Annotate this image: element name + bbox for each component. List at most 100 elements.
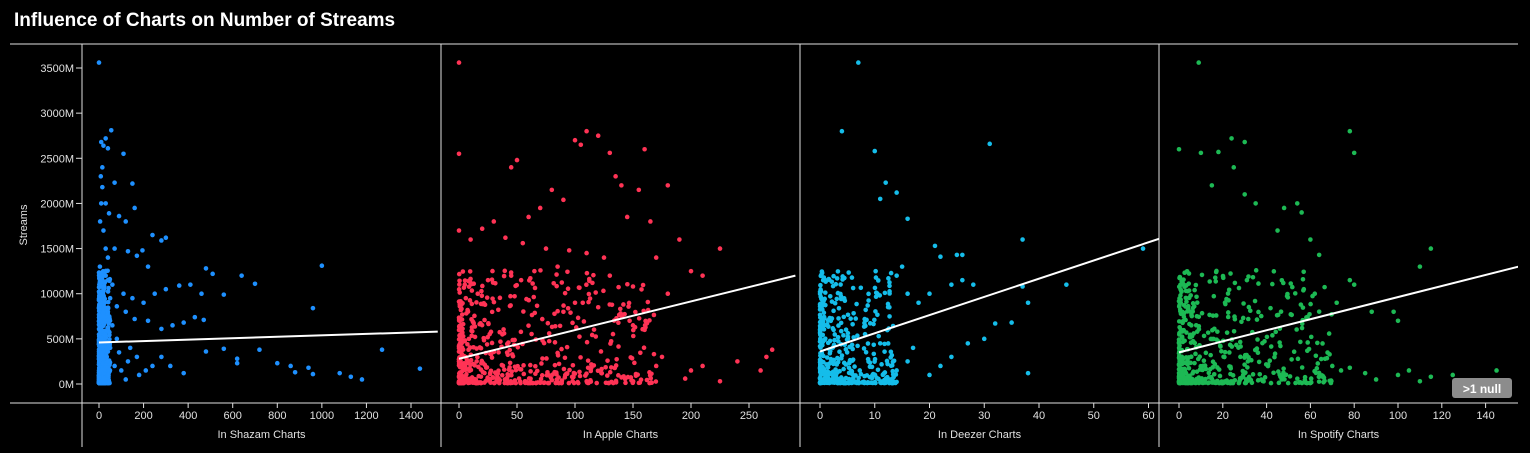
data-point bbox=[616, 344, 621, 349]
data-point bbox=[348, 374, 354, 380]
data-point bbox=[1302, 374, 1308, 380]
data-point bbox=[1209, 376, 1215, 382]
data-point bbox=[717, 246, 723, 251]
data-point bbox=[1196, 60, 1202, 65]
data-point bbox=[500, 363, 506, 369]
data-point bbox=[100, 313, 105, 319]
data-point bbox=[463, 295, 469, 301]
data-point bbox=[853, 316, 859, 321]
data-point bbox=[885, 304, 891, 310]
data-point bbox=[877, 341, 883, 346]
data-point bbox=[517, 366, 523, 372]
trend-line bbox=[819, 237, 1159, 353]
data-point bbox=[521, 363, 526, 368]
data-point bbox=[841, 366, 846, 372]
data-point bbox=[150, 363, 155, 369]
data-point bbox=[1183, 380, 1189, 386]
data-point bbox=[846, 270, 851, 275]
data-point bbox=[580, 300, 586, 306]
data-point bbox=[856, 60, 861, 65]
data-point bbox=[636, 380, 642, 386]
x-tick-label: 0 bbox=[817, 410, 823, 422]
data-point bbox=[882, 341, 887, 347]
data-point bbox=[831, 273, 836, 279]
data-point bbox=[858, 371, 864, 377]
y-tick-label: 3000M bbox=[40, 108, 74, 120]
data-point bbox=[1240, 368, 1246, 374]
data-point bbox=[1256, 281, 1261, 286]
data-point bbox=[110, 323, 115, 328]
x-tick-label: 100 bbox=[566, 410, 584, 422]
data-point bbox=[843, 375, 849, 381]
data-point bbox=[818, 350, 823, 356]
data-point bbox=[564, 344, 570, 350]
data-point bbox=[871, 321, 876, 327]
data-point bbox=[1232, 378, 1238, 383]
data-point bbox=[471, 345, 476, 350]
data-point bbox=[1240, 372, 1246, 378]
data-point bbox=[823, 302, 828, 308]
data-point bbox=[873, 268, 878, 274]
data-point bbox=[1334, 300, 1339, 306]
data-point bbox=[562, 290, 568, 296]
data-point bbox=[134, 354, 140, 360]
data-point bbox=[1198, 379, 1204, 385]
data-point bbox=[688, 368, 694, 373]
data-point bbox=[1225, 314, 1231, 320]
data-point bbox=[1220, 273, 1226, 279]
data-point bbox=[875, 367, 881, 373]
data-point bbox=[1299, 380, 1305, 386]
data-point bbox=[839, 376, 845, 382]
data-point bbox=[819, 377, 825, 382]
data-point bbox=[1292, 291, 1298, 296]
data-point bbox=[648, 375, 654, 381]
y-tick-label: 500M bbox=[46, 334, 74, 346]
data-point bbox=[1181, 277, 1186, 282]
data-point bbox=[817, 312, 823, 318]
data-point bbox=[1244, 277, 1250, 283]
data-point bbox=[515, 363, 520, 369]
data-point bbox=[458, 332, 463, 338]
data-point bbox=[542, 380, 547, 385]
data-point bbox=[1206, 370, 1212, 376]
data-point bbox=[473, 377, 479, 382]
data-point bbox=[1236, 380, 1242, 386]
data-point bbox=[577, 334, 582, 339]
data-point bbox=[616, 284, 621, 290]
data-point bbox=[587, 296, 593, 301]
data-point bbox=[538, 268, 543, 273]
data-point bbox=[1324, 355, 1330, 361]
data-point bbox=[478, 367, 484, 372]
data-point bbox=[630, 327, 636, 333]
data-point bbox=[466, 284, 472, 289]
data-point bbox=[489, 309, 495, 315]
null-badge[interactable]: >1 null bbox=[1452, 378, 1512, 398]
data-point bbox=[101, 367, 107, 372]
data-point bbox=[97, 282, 102, 287]
data-point bbox=[482, 302, 488, 308]
data-point bbox=[1316, 374, 1322, 380]
data-point bbox=[838, 282, 843, 287]
data-point bbox=[507, 360, 513, 366]
data-point bbox=[648, 219, 653, 224]
data-point bbox=[1193, 282, 1199, 288]
data-point bbox=[1347, 365, 1353, 371]
data-point bbox=[842, 298, 848, 304]
data-point bbox=[605, 358, 610, 363]
data-point bbox=[1299, 365, 1305, 370]
data-point bbox=[886, 276, 891, 281]
data-point bbox=[649, 380, 654, 386]
data-point bbox=[1193, 322, 1199, 328]
x-tick-label: 20 bbox=[1217, 410, 1229, 422]
data-point bbox=[565, 305, 571, 311]
data-point bbox=[883, 377, 888, 382]
data-point bbox=[894, 273, 899, 278]
data-point bbox=[140, 248, 145, 253]
data-points bbox=[817, 60, 1146, 386]
data-point bbox=[882, 370, 888, 375]
data-point bbox=[848, 316, 853, 321]
data-point bbox=[1207, 366, 1213, 372]
data-point bbox=[168, 363, 173, 369]
y-tick-label: 3500M bbox=[40, 63, 74, 75]
data-point bbox=[481, 335, 486, 341]
